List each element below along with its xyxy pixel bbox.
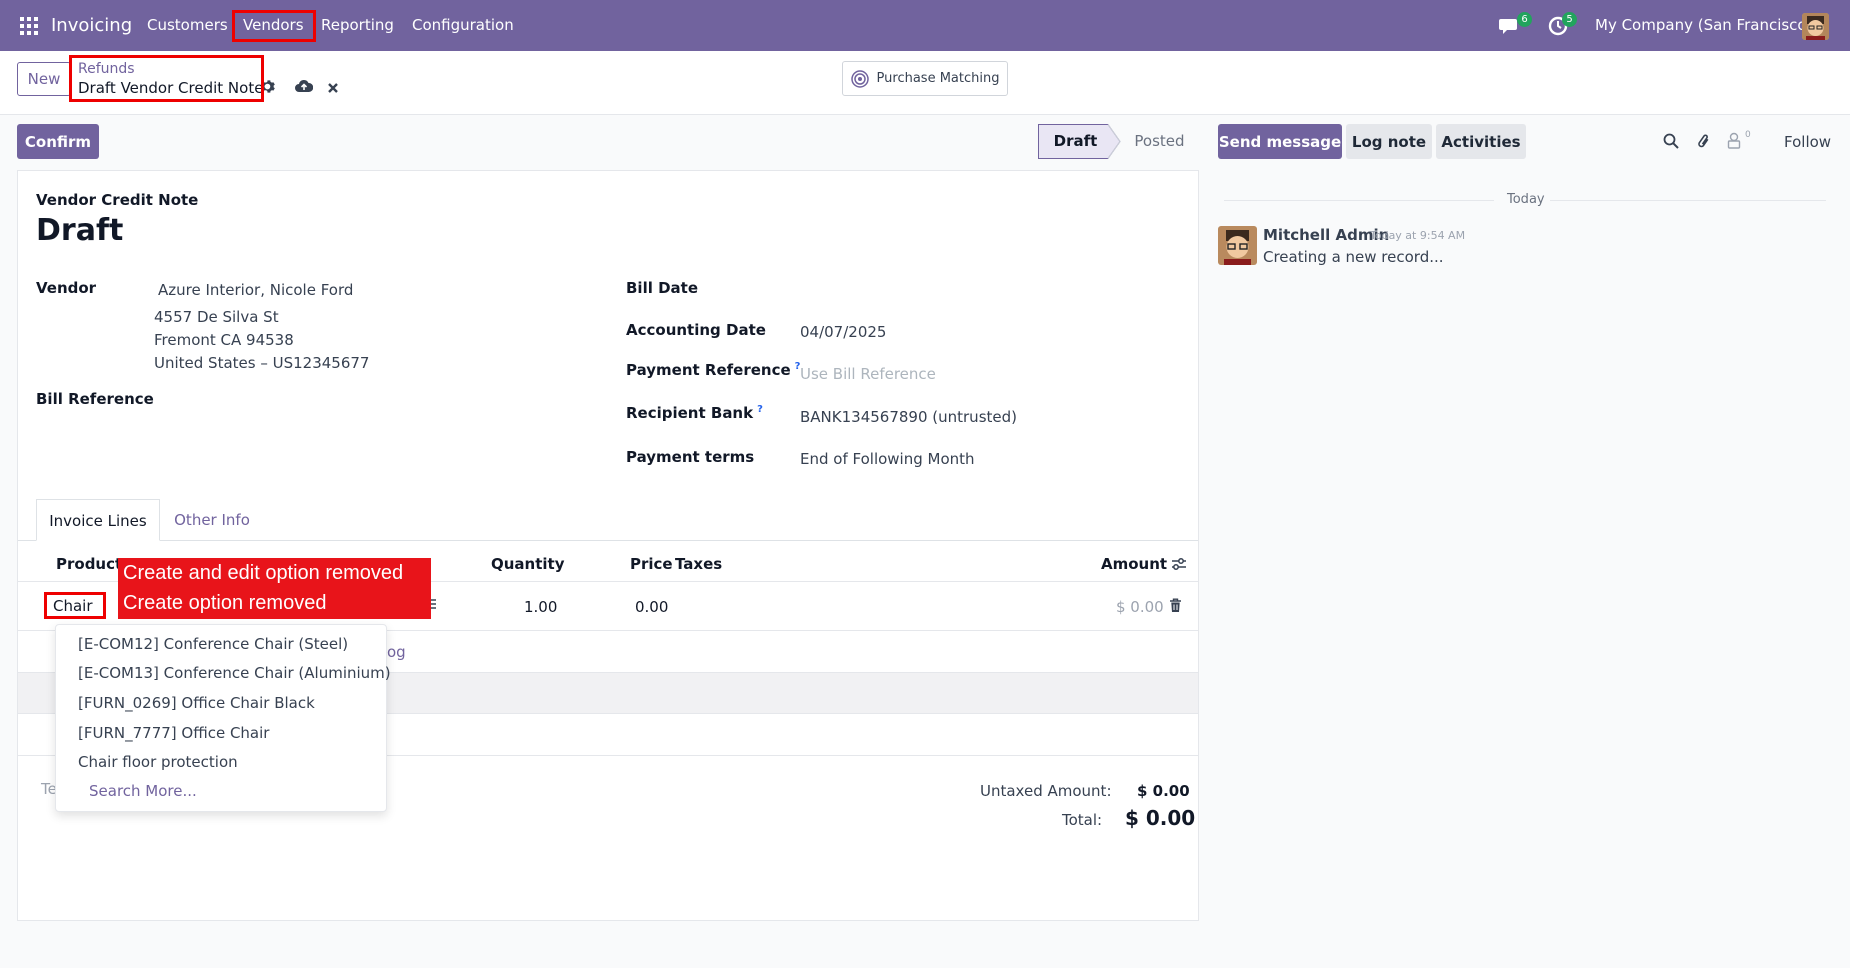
payment-terms-label: Payment terms	[626, 448, 755, 466]
col-quantity[interactable]: Quantity	[491, 555, 565, 573]
vendor-label: Vendor	[36, 279, 97, 297]
col-amount[interactable]: Amount	[1101, 555, 1168, 573]
message-body: Creating a new record...	[1263, 248, 1444, 266]
catalog-link-fragment[interactable]: og	[387, 643, 406, 661]
vendor-address-line3: United States – US12345677	[154, 354, 370, 372]
tab-other-info[interactable]: Other Info	[174, 511, 250, 529]
menu-customers[interactable]: Customers	[147, 16, 228, 34]
log-note-button[interactable]: Log note	[1346, 124, 1432, 159]
bill-reference-label: Bill Reference	[36, 390, 154, 408]
tab-invoice-lines[interactable]: Invoice Lines	[36, 499, 160, 541]
dropdown-item[interactable]: Chair floor protection	[78, 753, 238, 771]
record-title: Draft	[36, 213, 124, 248]
terms-fragment[interactable]: Te	[41, 780, 57, 798]
search-icon[interactable]	[1663, 133, 1679, 149]
dropdown-item[interactable]: [FURN_0269] Office Chair Black	[78, 694, 315, 712]
payment-reference-label: Payment Reference?	[626, 361, 801, 379]
row-divider-1	[18, 630, 1198, 631]
annotation-line-1: Create and edit option removed	[123, 562, 404, 584]
follow-button[interactable]: Follow	[1784, 133, 1832, 151]
bill-date-label: Bill Date	[626, 279, 698, 297]
vendor-field[interactable]: Azure Interior, Nicole Ford	[158, 281, 354, 299]
followers-lock-icon[interactable]	[1727, 132, 1741, 149]
search-more-link[interactable]: Search More...	[89, 782, 197, 800]
recipient-bank-field[interactable]: BANK134567890 (untrusted)	[800, 408, 1017, 426]
price-cell[interactable]: 0.00	[635, 598, 669, 616]
untaxed-label: Untaxed Amount:	[980, 782, 1112, 800]
breadcrumb-refunds[interactable]: Refunds	[78, 61, 135, 77]
row-divider-4	[18, 755, 1198, 756]
dropdown-item[interactable]: [FURN_7777] Office Chair	[78, 724, 270, 742]
apps-menu-icon[interactable]	[20, 17, 38, 35]
col-product[interactable]: Product	[56, 555, 123, 573]
app-name[interactable]: Invoicing	[51, 15, 133, 36]
tabs-divider	[18, 540, 1198, 541]
breadcrumb-current: Draft Vendor Credit Note	[78, 79, 264, 97]
statusbar: Draft Posted	[1038, 124, 1199, 159]
save-cloud-icon[interactable]	[295, 79, 314, 93]
col-taxes[interactable]: Taxes	[675, 555, 723, 573]
top-navbar: Invoicing Customers Vendors Reporting Co…	[0, 0, 1850, 51]
menu-configuration[interactable]: Configuration	[412, 16, 514, 34]
optional-columns-icon[interactable]	[1171, 557, 1187, 571]
message-author-avatar[interactable]	[1218, 226, 1257, 265]
status-draft[interactable]: Draft	[1053, 132, 1098, 150]
trash-icon[interactable]	[1169, 598, 1182, 613]
paperclip-icon[interactable]	[1696, 132, 1712, 150]
company-switcher[interactable]: My Company (San Francisco)	[1595, 16, 1813, 34]
highlight-vendors-menu	[232, 10, 316, 42]
total-label: Total:	[1062, 811, 1103, 829]
activities-button[interactable]: Activities	[1436, 124, 1526, 159]
messages-icon[interactable]	[1499, 16, 1521, 36]
message-author[interactable]: Mitchell Admin	[1263, 226, 1390, 244]
status-posted[interactable]: Posted	[1134, 132, 1185, 150]
annotation-line-2: Create option removed	[123, 592, 327, 614]
date-divider-right	[1550, 200, 1826, 201]
target-icon	[850, 69, 869, 88]
control-panel: New Refunds Draft Vendor Credit Note Pur…	[0, 51, 1850, 115]
followers-count: 0	[1745, 130, 1751, 140]
row-divider-2	[18, 672, 1198, 673]
product-autocomplete-dropdown: [E-COM12] Conference Chair (Steel) [E-CO…	[55, 624, 391, 812]
vendor-address-line1: 4557 De Silva St	[154, 308, 279, 326]
menu-vendors[interactable]: Vendors	[243, 16, 304, 34]
gear-icon[interactable]	[260, 79, 275, 94]
date-divider-left	[1224, 200, 1494, 201]
activities-badge: 5	[1562, 12, 1577, 27]
vendor-address-line2: Fremont CA 94538	[154, 331, 294, 349]
document-type: Vendor Credit Note	[36, 191, 199, 209]
row-divider-3	[18, 713, 1198, 714]
new-button[interactable]: New	[17, 62, 71, 96]
quantity-cell[interactable]: 1.00	[524, 598, 558, 616]
purchase-matching-label: Purchase Matching	[876, 71, 1000, 86]
send-message-button[interactable]: Send message	[1218, 124, 1342, 159]
accounting-date-label: Accounting Date	[626, 321, 766, 339]
menu-reporting[interactable]: Reporting	[321, 16, 394, 34]
confirm-button[interactable]: Confirm	[17, 124, 99, 159]
date-separator: Today	[1507, 192, 1545, 207]
header-divider	[18, 581, 1198, 582]
highlight-breadcrumb	[69, 55, 264, 102]
col-price[interactable]: Price	[630, 555, 673, 573]
annotation-callout: Create and edit option removed Create op…	[118, 558, 431, 619]
messages-badge: 6	[1517, 12, 1532, 27]
recipient-bank-label: Recipient Bank?	[626, 404, 763, 422]
accounting-date-field[interactable]: 04/07/2025	[800, 323, 887, 341]
total-value: $ 0.00	[1125, 806, 1196, 830]
purchase-matching-button[interactable]: Purchase Matching	[842, 61, 1008, 96]
untaxed-value: $ 0.00	[1137, 782, 1190, 800]
payment-terms-field[interactable]: End of Following Month	[800, 450, 975, 468]
highlight-product-input	[44, 592, 106, 619]
payment-reference-input[interactable]: Use Bill Reference	[800, 365, 936, 383]
product-input[interactable]: Chair	[44, 593, 104, 620]
user-avatar[interactable]	[1802, 13, 1829, 40]
amount-cell: $ 0.00	[1116, 598, 1164, 616]
dropdown-item[interactable]: [E-COM12] Conference Chair (Steel)	[78, 635, 349, 653]
message-time: Today at 9:54 AM	[1370, 229, 1466, 242]
discard-close-icon[interactable]	[327, 80, 339, 93]
dropdown-item[interactable]: [E-COM13] Conference Chair (Aluminium)	[78, 664, 391, 682]
